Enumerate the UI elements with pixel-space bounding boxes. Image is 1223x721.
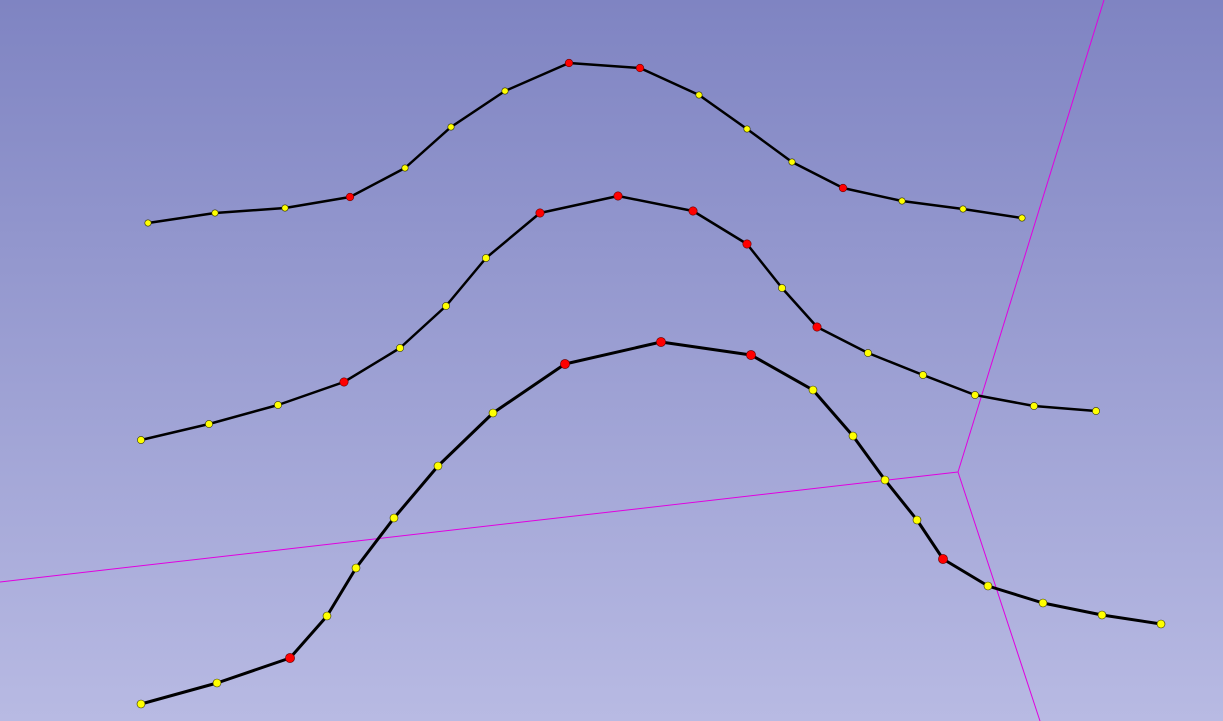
control-point[interactable] [345, 192, 355, 202]
curve-point[interactable] [880, 475, 890, 485]
curve-point[interactable] [433, 461, 443, 471]
control-point[interactable] [285, 653, 295, 663]
curve-point[interactable] [488, 408, 498, 418]
curve-point[interactable] [401, 164, 409, 172]
curve-point[interactable] [959, 205, 967, 213]
curve-point[interactable] [144, 219, 152, 227]
curve-point[interactable] [808, 385, 818, 395]
curve-point[interactable] [351, 563, 361, 573]
curve-point[interactable] [1097, 610, 1107, 620]
spline-middle[interactable] [137, 191, 1100, 444]
curve-point[interactable] [501, 87, 509, 95]
control-point[interactable] [812, 322, 822, 332]
curve-point[interactable] [848, 431, 858, 441]
curve-point[interactable] [1038, 598, 1048, 608]
curve-point[interactable] [1092, 407, 1100, 415]
curve-point[interactable] [743, 125, 751, 133]
curve-point[interactable] [788, 158, 796, 166]
curve-point[interactable] [396, 344, 404, 352]
axis-lines [0, 0, 1105, 721]
curve-point[interactable] [442, 302, 450, 310]
curve-point[interactable] [898, 197, 906, 205]
axis-up [957, 0, 1105, 473]
curve-point[interactable] [919, 371, 927, 379]
curve-point[interactable] [971, 391, 979, 399]
curve-point[interactable] [205, 420, 213, 428]
curve-point[interactable] [137, 436, 145, 444]
spline-top-polyline[interactable] [146, 61, 1024, 225]
curve-point[interactable] [778, 284, 786, 292]
curve-point[interactable] [912, 515, 922, 525]
axis-left [0, 471, 959, 583]
curve-point[interactable] [1018, 214, 1026, 222]
control-point[interactable] [742, 239, 752, 249]
spline-top[interactable] [144, 58, 1026, 227]
control-point[interactable] [838, 183, 848, 193]
control-point[interactable] [746, 350, 756, 360]
control-point[interactable] [656, 337, 666, 347]
curve-point[interactable] [695, 91, 703, 99]
control-point[interactable] [938, 554, 948, 564]
curve-point[interactable] [274, 401, 282, 409]
curve-point[interactable] [322, 611, 332, 621]
curve-point[interactable] [136, 699, 146, 709]
control-point[interactable] [613, 191, 623, 201]
curve-point[interactable] [1156, 619, 1166, 629]
curve-point[interactable] [983, 581, 993, 591]
control-point[interactable] [339, 377, 349, 387]
spline-curves[interactable] [136, 58, 1166, 709]
control-point[interactable] [688, 206, 698, 216]
spline-bottom[interactable] [136, 337, 1166, 709]
curve-point[interactable] [211, 209, 219, 217]
spline-bottom-polyline[interactable] [139, 340, 1163, 706]
curve-point[interactable] [281, 204, 289, 212]
control-point[interactable] [635, 63, 645, 73]
curve-point[interactable] [389, 513, 399, 523]
curve-point[interactable] [1030, 402, 1038, 410]
control-point[interactable] [560, 359, 570, 369]
curve-point[interactable] [864, 349, 872, 357]
control-point[interactable] [535, 208, 545, 218]
curve-point[interactable] [482, 254, 490, 262]
control-point[interactable] [564, 58, 574, 68]
curve-point[interactable] [212, 678, 222, 688]
curve-point[interactable] [447, 123, 455, 131]
spline-middle-polyline[interactable] [139, 194, 1098, 442]
axis-down [957, 471, 1041, 721]
